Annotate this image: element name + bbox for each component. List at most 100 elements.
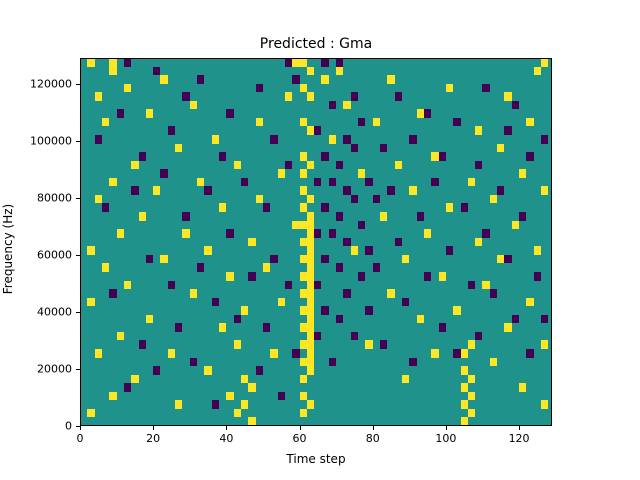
heatmap-cell-high: [284, 92, 293, 101]
heatmap-cell-high: [467, 177, 476, 187]
heatmap-cell-high: [123, 280, 132, 290]
heatmap-cell-high: [306, 348, 315, 358]
heatmap-cell-low: [314, 280, 322, 290]
heatmap-cell-high: [299, 59, 307, 67]
heatmap-cell-high: [519, 169, 527, 178]
heatmap-cell-high: [153, 186, 161, 195]
heatmap-cell-high: [131, 374, 139, 384]
heatmap-cell-low: [336, 160, 344, 170]
heatmap-cell-high: [372, 117, 381, 127]
heatmap-cell-high: [306, 254, 315, 264]
heatmap-cell-low: [292, 75, 300, 84]
heatmap-cell-high: [101, 117, 110, 127]
heatmap-cell-high: [248, 417, 256, 425]
heatmap-cell-high: [299, 340, 307, 349]
y-tick-label: 120000: [30, 77, 72, 91]
heatmap-cell-high: [482, 280, 490, 290]
heatmap-cell-high: [460, 366, 468, 375]
heatmap-cell-low: [336, 263, 344, 272]
heatmap-cell-high: [299, 237, 307, 247]
heatmap-cell-high: [431, 348, 439, 358]
heatmap-cell-high: [94, 92, 102, 101]
heatmap-cell-low: [394, 92, 402, 101]
heatmap-cell-low: [482, 229, 490, 238]
heatmap-cell-high: [175, 143, 183, 153]
x-tick-mark: [519, 426, 521, 430]
heatmap-cell-low: [533, 271, 542, 281]
heatmap-cell-high: [240, 400, 249, 409]
heatmap-cell-low: [380, 340, 388, 349]
heatmap-cell-high: [131, 160, 139, 170]
heatmap-cell-high: [467, 408, 476, 418]
heatmap-cell-low: [182, 212, 190, 221]
heatmap-cell-low: [365, 306, 373, 315]
heatmap-cell-low: [350, 92, 359, 101]
heatmap-cell-low: [350, 143, 359, 153]
heatmap-cell-low: [365, 177, 373, 187]
heatmap-cell-low: [262, 203, 271, 213]
heatmap-cell-high: [460, 400, 468, 409]
y-tick-label: 100000: [30, 134, 72, 148]
heatmap-cell-low: [365, 246, 373, 255]
heatmap-cell-low: [314, 126, 322, 135]
heatmap-cell-low: [409, 357, 417, 367]
heatmap-cell-low: [453, 117, 461, 127]
heatmap-cell-high: [306, 366, 315, 375]
heatmap-cell-high: [306, 229, 315, 238]
heatmap-cell-high: [299, 391, 307, 401]
heatmap-cell-low: [372, 263, 381, 272]
heatmap-cell-low: [255, 83, 263, 93]
heatmap-cell-low: [123, 383, 132, 392]
heatmap-cell-high: [416, 314, 424, 324]
heatmap-cell-low: [314, 177, 322, 187]
heatmap-cell-low: [248, 271, 256, 281]
heatmap-cell-low: [226, 229, 234, 238]
heatmap-cell-high: [197, 177, 205, 187]
heatmap-cell-high: [460, 383, 468, 392]
heatmap-cell-high: [423, 229, 432, 238]
heatmap-cell-high: [87, 59, 95, 67]
heatmap-cell-low: [219, 152, 227, 161]
heatmap-cell-low: [380, 143, 388, 153]
heatmap-cell-high: [109, 59, 117, 67]
heatmap-cell-low: [438, 323, 446, 332]
heatmap-cell-low: [321, 203, 329, 213]
heatmap-cell-high: [233, 160, 241, 170]
heatmap-cell-high: [299, 220, 307, 230]
heatmap-cell-high: [306, 237, 315, 247]
heatmap-cell-high: [219, 323, 227, 332]
heatmap-cell-high: [116, 331, 124, 341]
heatmap-cell-high: [467, 374, 476, 384]
y-tick-label: 60000: [37, 248, 72, 262]
heatmap-cell-high: [306, 357, 315, 367]
heatmap-cell-high: [541, 340, 549, 349]
heatmap-cell-low: [321, 152, 329, 161]
heatmap-cell-high: [277, 169, 285, 178]
heatmap-cell-high: [350, 246, 359, 255]
heatmap-cell-high: [204, 246, 212, 255]
heatmap-cell-low: [416, 212, 424, 221]
heatmap-cell-low: [343, 289, 351, 298]
heatmap-cell-high: [306, 306, 315, 315]
heatmap-cell-high: [409, 186, 417, 195]
heatmap-cell-low: [358, 117, 366, 127]
x-axis-label: Time step: [286, 452, 346, 466]
heatmap-cell-high: [358, 169, 366, 178]
heatmap-cell-high: [299, 408, 307, 418]
x-tick-label: 40: [219, 432, 234, 445]
heatmap-cell-high: [431, 152, 439, 161]
heatmap-cell-high: [299, 323, 307, 332]
heatmap-cell-high: [248, 383, 256, 392]
heatmap-cell-low: [519, 212, 527, 221]
heatmap-cell-high: [306, 126, 315, 135]
heatmap-cell-high: [526, 117, 534, 127]
heatmap-cell-low: [314, 229, 322, 238]
heatmap-cell-high: [109, 66, 117, 76]
heatmap-cell-high: [87, 297, 95, 307]
heatmap-cell-low: [321, 254, 329, 264]
heatmap-cell-high: [475, 126, 483, 135]
y-tick-label: 80000: [37, 191, 72, 205]
heatmap-cell-low: [233, 314, 241, 324]
heatmap-cell-low: [343, 186, 351, 195]
y-tick-mark: [76, 368, 80, 370]
